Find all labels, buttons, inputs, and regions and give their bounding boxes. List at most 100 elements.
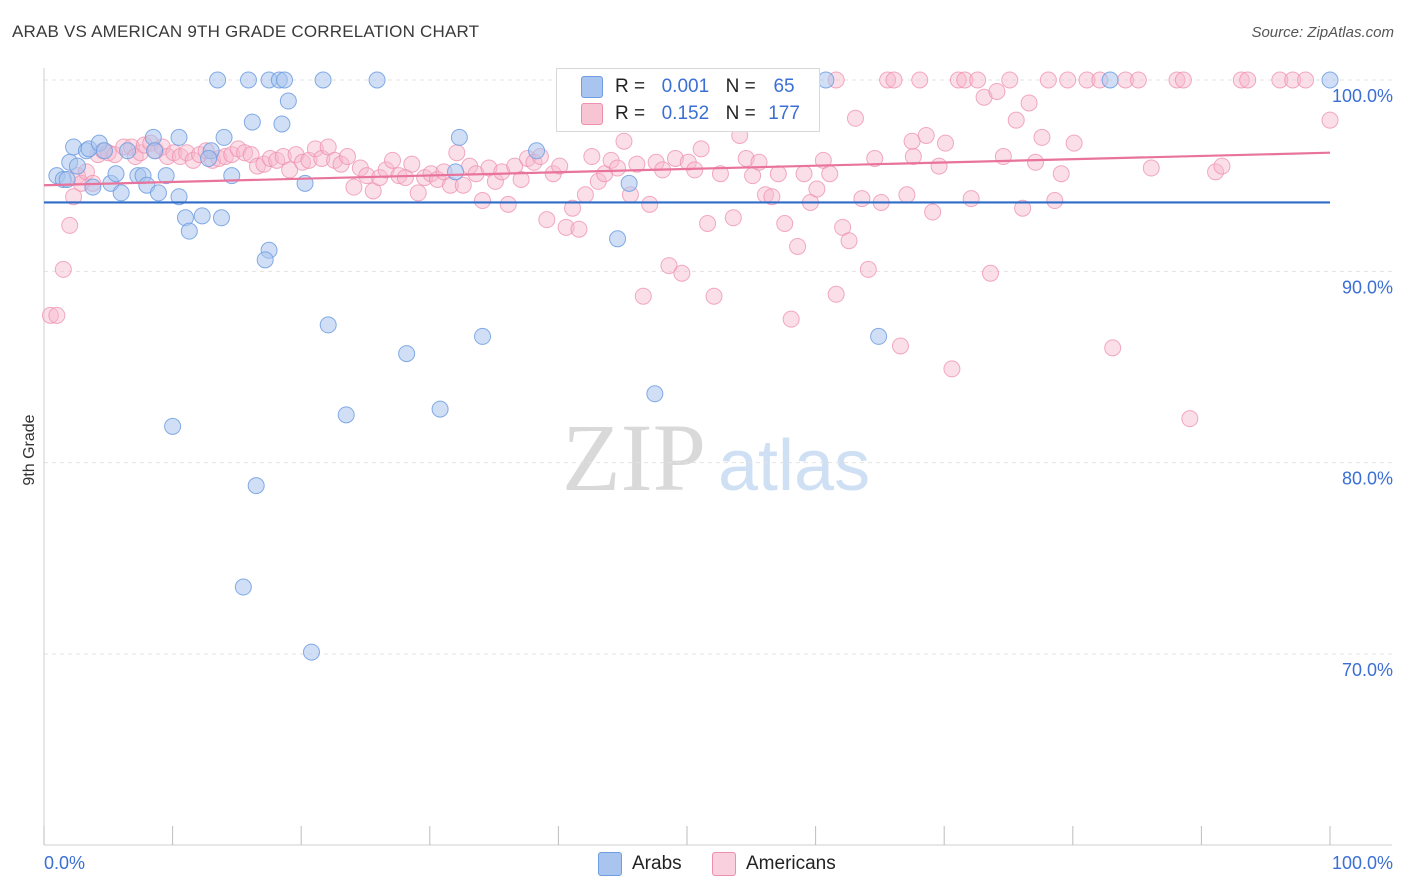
- point-americans: [711, 165, 729, 183]
- point-americans: [859, 260, 877, 278]
- americans-n-value: 177: [768, 103, 800, 124]
- point-arabs: [146, 142, 164, 160]
- point-americans: [1059, 71, 1077, 89]
- point-americans: [969, 71, 987, 89]
- point-americans: [1052, 165, 1070, 183]
- americans-swatch: [581, 103, 603, 125]
- point-americans: [1239, 71, 1257, 89]
- point-americans: [943, 360, 961, 378]
- point-americans: [776, 215, 794, 232]
- point-americans: [1039, 71, 1057, 89]
- point-arabs: [398, 345, 416, 363]
- point-americans: [448, 144, 466, 162]
- legend-item-arabs: Arabs: [598, 852, 682, 876]
- point-arabs: [275, 71, 293, 89]
- point-americans: [981, 264, 999, 282]
- tick-labels: 70.0% 80.0% 90.0% 100.0% 0.0% 100.0%: [44, 86, 1393, 873]
- trend-line-americans: [43, 151, 1331, 187]
- point-americans: [422, 165, 440, 183]
- point-americans: [666, 149, 684, 167]
- point-americans: [1207, 163, 1225, 181]
- point-arabs: [279, 92, 297, 110]
- point-arabs: [620, 174, 638, 192]
- point-americans: [609, 159, 627, 177]
- source-label: Source: ZipAtlas.com: [1251, 24, 1394, 41]
- arabs-r-label: R =: [615, 76, 646, 97]
- point-americans: [403, 155, 421, 173]
- point-americans: [911, 71, 929, 89]
- point-americans: [699, 215, 717, 232]
- point-americans: [499, 195, 517, 213]
- point-arabs: [95, 142, 113, 160]
- x-tick-label: 100.0%: [1332, 853, 1393, 873]
- point-americans: [853, 190, 871, 208]
- point-americans: [1129, 71, 1147, 89]
- point-americans: [1321, 111, 1339, 129]
- point-americans: [840, 232, 858, 250]
- watermark-zip: ZIP: [562, 404, 706, 511]
- arabs-r-value: 0.001: [661, 76, 710, 97]
- legend-arabs-swatch: [598, 852, 622, 876]
- point-americans: [384, 151, 402, 169]
- point-americans: [763, 188, 781, 206]
- point-americans: [917, 126, 935, 144]
- point-arabs: [447, 163, 465, 181]
- point-americans: [891, 337, 909, 355]
- point-americans: [1168, 71, 1186, 89]
- point-americans: [705, 287, 723, 305]
- point-americans: [615, 132, 633, 150]
- point-americans: [789, 237, 807, 255]
- x-tick-label: 0.0%: [44, 853, 85, 873]
- point-americans: [293, 153, 311, 171]
- point-americans: [1271, 71, 1289, 89]
- point-americans: [628, 155, 646, 173]
- y-tick-label: 90.0%: [1342, 277, 1393, 297]
- point-americans: [808, 180, 826, 198]
- point-arabs: [164, 417, 182, 435]
- y-tick-label: 70.0%: [1342, 660, 1393, 680]
- point-arabs: [215, 128, 233, 146]
- point-americans: [827, 285, 845, 303]
- point-americans: [1065, 134, 1083, 152]
- point-americans: [641, 195, 659, 213]
- point-americans: [358, 167, 376, 185]
- point-americans: [1174, 71, 1192, 89]
- americans-r-label: R =: [615, 103, 646, 124]
- point-arabs: [368, 71, 386, 89]
- point-americans: [576, 186, 594, 204]
- point-americans: [54, 260, 72, 278]
- point-arabs: [112, 184, 130, 202]
- point-americans: [634, 287, 652, 305]
- y-axis-label: 9th Grade: [21, 414, 38, 485]
- point-americans: [306, 140, 324, 158]
- arabs-n-value: 65: [773, 76, 795, 97]
- point-arabs: [450, 128, 468, 146]
- point-americans: [1078, 71, 1096, 89]
- point-arabs: [247, 477, 265, 495]
- point-americans: [769, 165, 787, 183]
- watermark-atlas: atlas: [718, 426, 870, 506]
- point-americans: [48, 306, 66, 324]
- point-americans: [904, 148, 922, 166]
- point-arabs: [107, 165, 125, 183]
- point-arabs: [646, 385, 664, 403]
- point-arabs: [170, 188, 188, 206]
- y-tick-label: 80.0%: [1342, 469, 1393, 489]
- legend-item-americans: Americans: [712, 852, 836, 876]
- legend-americans-label: Americans: [746, 853, 836, 874]
- point-arabs: [314, 71, 332, 89]
- point-arabs: [119, 142, 137, 160]
- point-americans: [338, 148, 356, 166]
- point-americans: [795, 165, 813, 183]
- axes: [43, 68, 1392, 846]
- point-arabs: [256, 251, 274, 269]
- point-americans: [1001, 71, 1019, 89]
- point-americans: [1014, 199, 1032, 217]
- point-arabs: [273, 115, 291, 133]
- legend-americans-swatch: [712, 852, 736, 876]
- point-americans: [551, 157, 569, 175]
- point-americans: [570, 220, 588, 238]
- point-americans: [949, 71, 967, 89]
- series-americans: [41, 71, 1339, 428]
- point-americans: [61, 216, 79, 234]
